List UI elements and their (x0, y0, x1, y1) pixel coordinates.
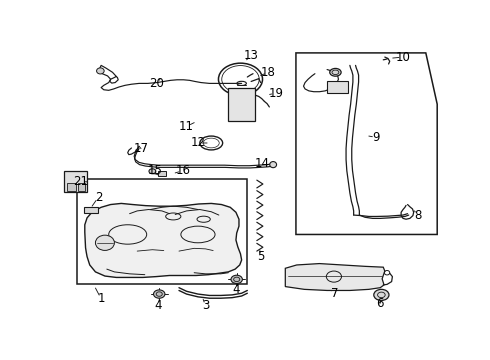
Text: 8: 8 (415, 208, 422, 221)
Polygon shape (64, 171, 87, 192)
Bar (67, 183, 76, 191)
Text: 2: 2 (95, 190, 102, 203)
Circle shape (231, 275, 243, 284)
Polygon shape (296, 53, 437, 234)
Text: 6: 6 (376, 297, 384, 310)
Ellipse shape (96, 235, 115, 251)
Text: 21: 21 (73, 175, 88, 188)
Polygon shape (285, 264, 385, 291)
Ellipse shape (97, 68, 104, 74)
Text: 19: 19 (269, 87, 283, 100)
Bar (158, 171, 166, 176)
Text: 13: 13 (244, 49, 259, 62)
Bar (327, 81, 348, 93)
Text: 4: 4 (232, 283, 240, 296)
Ellipse shape (149, 169, 156, 174)
Text: 5: 5 (257, 250, 264, 263)
Text: 16: 16 (175, 164, 190, 177)
Bar (77, 179, 247, 284)
Text: 9: 9 (373, 131, 380, 144)
Bar (228, 87, 255, 121)
Text: 14: 14 (255, 157, 270, 170)
Text: 10: 10 (395, 50, 411, 64)
Bar (78, 183, 85, 191)
Text: 18: 18 (261, 66, 276, 79)
Ellipse shape (330, 68, 341, 76)
Text: 17: 17 (133, 142, 148, 155)
Polygon shape (85, 203, 242, 278)
Bar (84, 207, 98, 213)
Circle shape (374, 289, 389, 301)
Text: 1: 1 (98, 292, 105, 305)
Text: 4: 4 (154, 300, 162, 312)
Text: 3: 3 (202, 300, 209, 312)
Text: 11: 11 (179, 120, 194, 133)
Text: 12: 12 (191, 136, 205, 149)
Text: 20: 20 (149, 77, 164, 90)
Text: 7: 7 (331, 287, 339, 300)
Circle shape (153, 290, 165, 298)
Ellipse shape (270, 162, 276, 168)
Text: 15: 15 (148, 164, 163, 177)
